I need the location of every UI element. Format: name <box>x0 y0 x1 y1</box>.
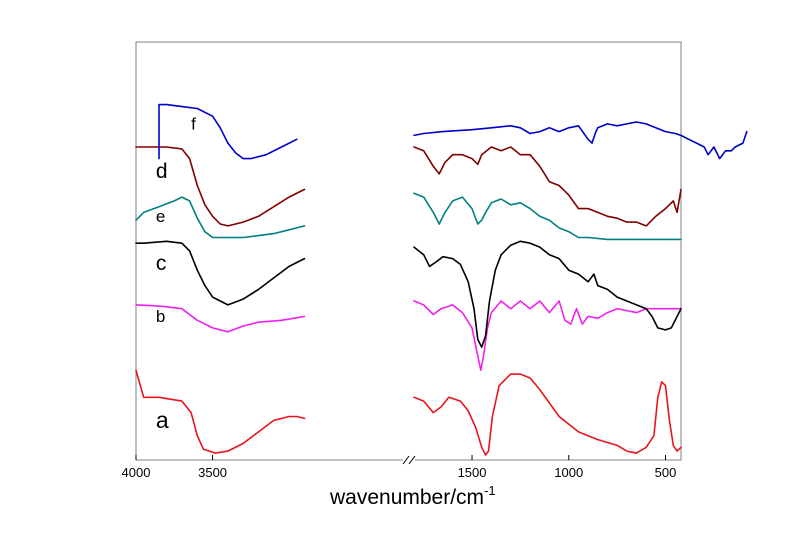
axis-break-slash-1 <box>402 455 410 465</box>
series-c-line-low <box>413 240 682 348</box>
x-tick-label-500: 500 <box>655 465 677 480</box>
x-axis-title-superscript: -1 <box>484 483 496 498</box>
axis-break-mark <box>402 455 416 465</box>
plot-frame <box>135 41 682 461</box>
series-label-f: f <box>191 115 196 134</box>
series-labels: a b c e d f <box>156 115 196 433</box>
series-label-a: a <box>156 407 169 433</box>
series-label-e: e <box>156 207 165 226</box>
series-a-line-high <box>135 369 306 454</box>
series-b-line-high <box>135 304 306 333</box>
series-a-line-low <box>413 373 682 456</box>
series-c-line-high <box>135 240 306 306</box>
axis-break-slash-2 <box>408 455 416 465</box>
series-label-d: d <box>156 160 168 183</box>
x-axis-title: wavenumber/cm-1 <box>329 483 496 509</box>
series-e-line-high <box>135 196 306 239</box>
series-b-line-low <box>413 300 682 372</box>
series-layer <box>135 103 748 456</box>
x-tick-label-3500: 3500 <box>198 465 227 480</box>
series-f-line-low <box>413 121 748 160</box>
series-e-line-low <box>413 192 682 241</box>
x-axis-title-text: wavenumber/cm <box>329 486 484 509</box>
x-tick-label-4000: 4000 <box>122 465 151 480</box>
series-d-line-low <box>413 146 682 227</box>
series-d-line-high <box>135 146 306 227</box>
x-tick-label-1500: 1500 <box>458 465 487 480</box>
series-label-c: c <box>156 252 167 275</box>
series-label-b: b <box>156 307 165 326</box>
series-f-line-high <box>158 103 298 160</box>
x-tick-label-1000: 1000 <box>554 465 583 480</box>
x-axis-ticks: 4000 3500 1500 1000 500 <box>122 455 677 480</box>
axis-break-gap <box>403 456 415 464</box>
